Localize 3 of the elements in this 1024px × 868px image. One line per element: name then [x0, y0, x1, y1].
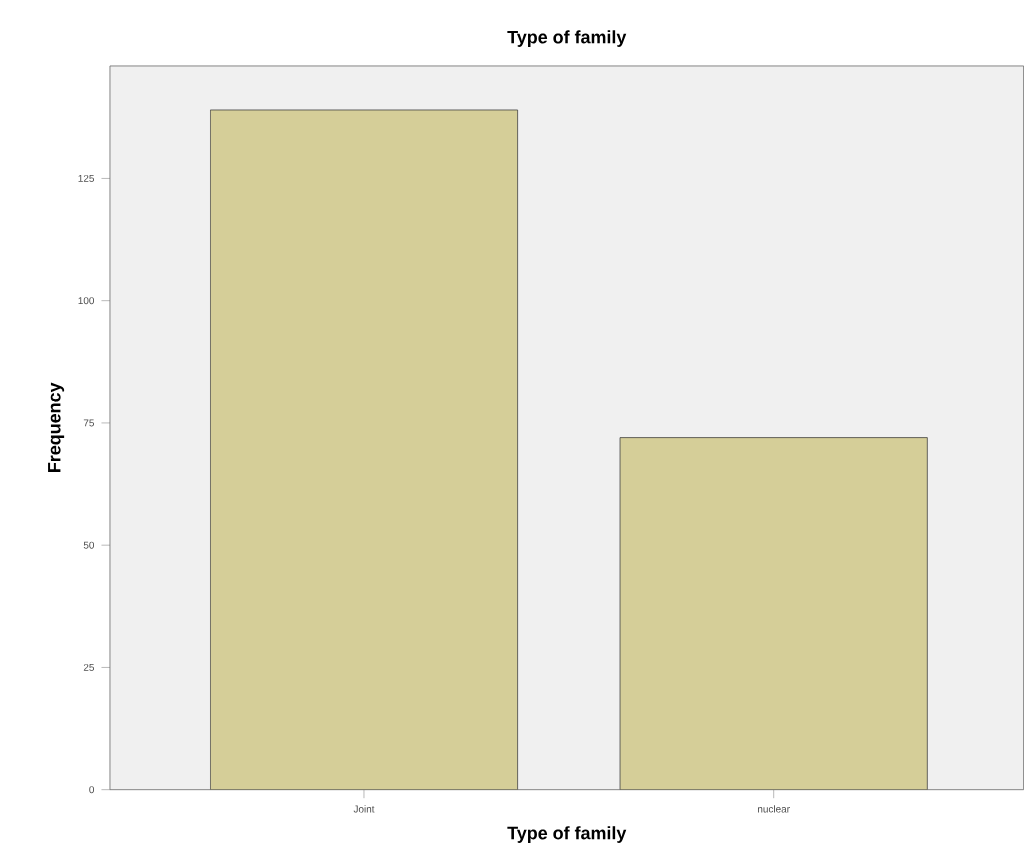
x-axis-title: Type of family [507, 826, 627, 844]
chart-title: Type of family [507, 30, 627, 48]
y-axis-title: Frequency [48, 382, 65, 473]
